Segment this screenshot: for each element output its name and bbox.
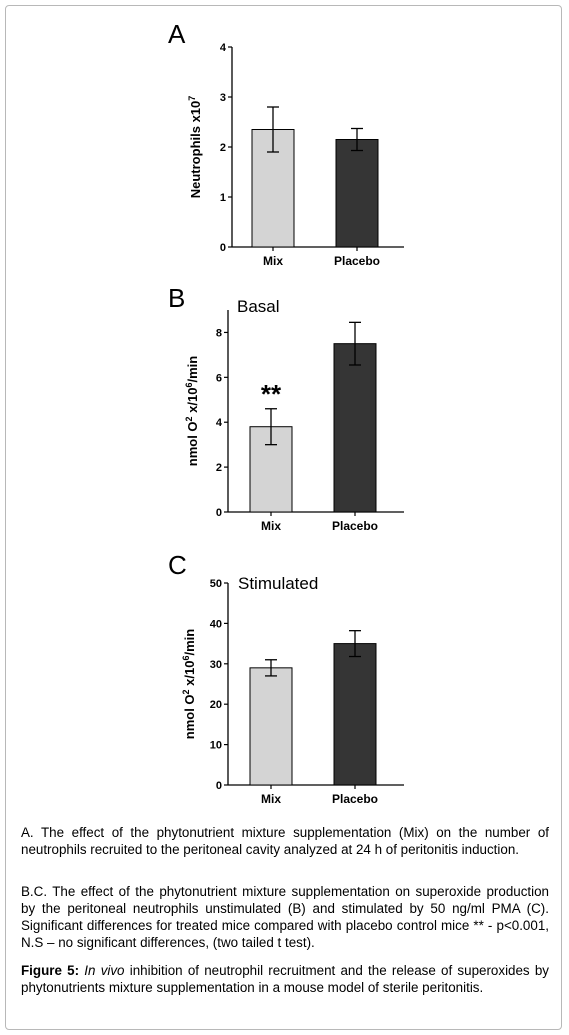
panel-b-letter: B	[168, 283, 185, 313]
panel-c-category-label: Mix	[261, 792, 281, 806]
panel-c-y-tick-label: 20	[210, 699, 222, 711]
panel-c-y-tick-label: 40	[210, 618, 222, 630]
panel-a-y-tick-label: 2	[220, 142, 226, 154]
panel-a-y-tick-label: 0	[220, 242, 226, 254]
panel-b-y-tick-label: 0	[216, 507, 222, 519]
panel-c-y-tick-label: 10	[210, 740, 222, 752]
figure-text: inhibition of neutrophil recruitment and…	[21, 963, 550, 995]
panel-b-bar-placebo	[333, 343, 377, 513]
panel-a-y-tick-label: 4	[220, 42, 227, 54]
panel-c-y-axis-label: nmol O2 x/106/min	[181, 629, 197, 740]
panel-b-y-tick-label: 6	[216, 372, 222, 384]
panel-b-y-tick-label: 4	[216, 417, 223, 429]
panel-b-category-label: Mix	[261, 519, 281, 533]
panel-c-category-label: Placebo	[332, 792, 378, 806]
panel-c-title: Stimulated	[238, 574, 318, 593]
panel-a-y-axis-label: Neutrophils x107	[187, 96, 203, 199]
figure-label: Figure 5:	[21, 963, 80, 978]
panel-b-y-tick-label: 2	[216, 462, 222, 474]
panel-b-category-label: Placebo	[332, 519, 378, 533]
panel-c-y-tick-label: 30	[210, 659, 222, 671]
panel-c-y-tick-label: 50	[210, 578, 222, 590]
caption-panel-a: A. The effect of the phytonutrient mixtu…	[21, 825, 549, 857]
panel-b-significance-marker: **	[261, 379, 282, 409]
panel-a-letter: A	[168, 19, 186, 49]
panel-a-y-tick-label: 3	[220, 92, 226, 104]
panel-b-title: Basal	[237, 297, 280, 316]
figure-italic: In vivo	[84, 963, 125, 978]
panel-a-category-label: Placebo	[334, 254, 380, 268]
panel-a-category-label: Mix	[263, 254, 283, 268]
panel-c-bar-mix	[249, 667, 293, 786]
panel-a-y-tick-label: 1	[220, 192, 226, 204]
panel-c-letter: C	[168, 550, 187, 580]
figure-caption: Figure 5: In vivo inhibition of neutroph…	[21, 962, 549, 996]
panel-b-y-tick-label: 8	[216, 327, 222, 339]
panel-c-y-tick-label: 0	[216, 780, 222, 792]
panel-c-bar-placebo	[333, 643, 377, 786]
panel-a-bar-placebo	[335, 139, 379, 248]
figure-charts: A 0 1 2 3 4 Mix Placebo Neutrophils x107 B Basal 0 2…	[168, 19, 404, 806]
panel-b-y-axis-label: nmol O2 x/106/min	[184, 356, 200, 467]
caption-panel-bc: B.C. The effect of the phytonutrient mix…	[21, 884, 549, 950]
